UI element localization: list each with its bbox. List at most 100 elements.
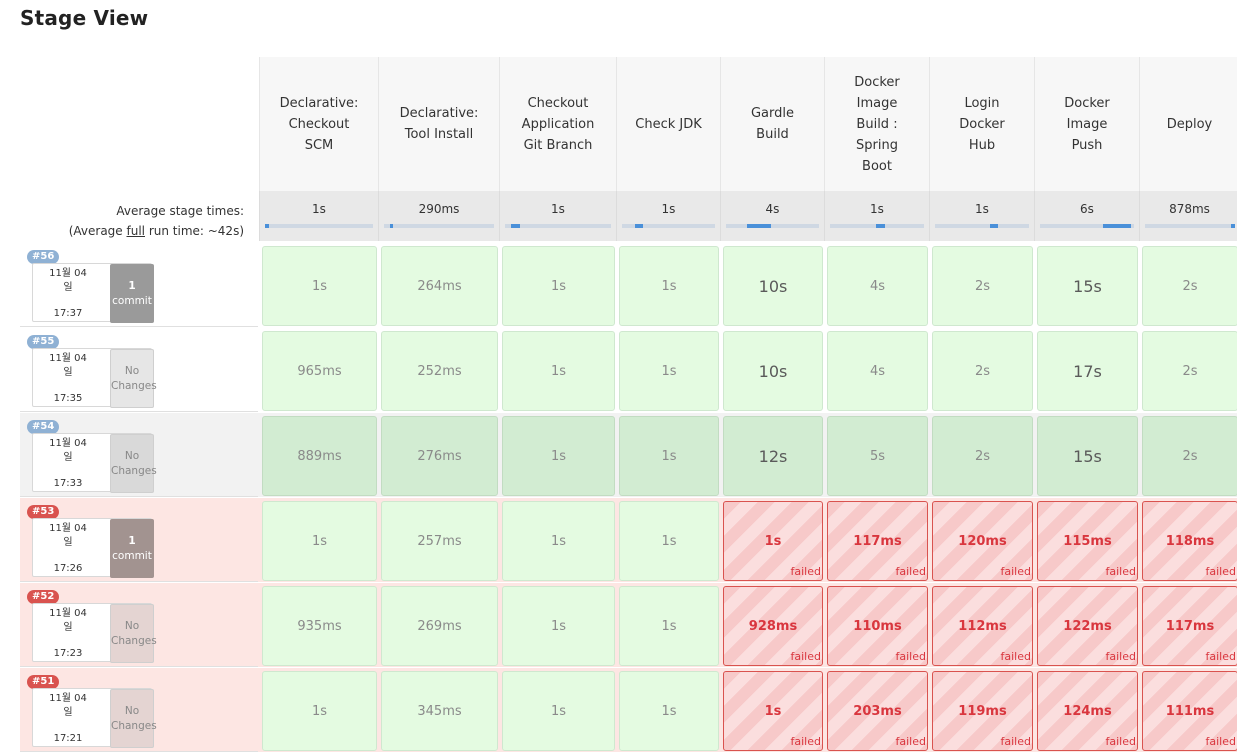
failed-label: failed [1205,565,1236,578]
stage-cell[interactable]: 112ms failed [932,586,1033,666]
stage-cell[interactable]: 122ms failed [1037,586,1138,666]
avg-time-cell-5: 1s [824,191,929,241]
stage-cell[interactable]: 110ms failed [827,586,928,666]
stage-cell[interactable]: 1s failed [723,501,823,581]
build-number-badge[interactable]: #52 [27,590,60,604]
stage-cell[interactable]: 117ms failed [827,501,928,581]
stage-cell[interactable]: 2s [932,246,1033,326]
stage-duration: 264ms [417,278,462,294]
build-number-badge[interactable]: #51 [27,675,60,689]
stage-cell[interactable]: 15s [1037,416,1138,496]
build-date-box: 11월 04 일 17:23 No Changes [32,603,157,663]
stage-duration: 1s [550,448,567,464]
stage-cell[interactable]: 4s [827,246,928,326]
commit-count-button[interactable]: 1 commit [110,264,154,323]
stage-duration: 115ms [1063,533,1112,549]
stage-cell[interactable]: 5s [827,416,928,496]
stage-cell[interactable]: 120ms failed [932,501,1033,581]
avg-time-value: 290ms [418,202,460,216]
avg-time-bar-track [1040,224,1134,228]
build-date: 11월 04 일 [37,522,99,550]
avg-time-cell-7: 6s [1034,191,1139,241]
stage-cell[interactable]: 1s [502,416,615,496]
commit-count-button[interactable]: 1 commit [110,519,154,578]
failed-label: failed [1000,650,1031,663]
stage-cell[interactable]: 10s [723,246,823,326]
build-number-badge[interactable]: #54 [27,420,60,434]
stage-cell[interactable]: 117ms failed [1142,586,1237,666]
stage-cell[interactable]: 10s [723,331,823,411]
stage-duration: 4s [869,363,886,379]
stage-cell[interactable]: 12s [723,416,823,496]
stage-cell[interactable]: 1s [619,586,719,666]
build-date-line: 11월 04 [49,523,87,534]
avg-time-cell-8: 878ms [1139,191,1237,241]
stage-duration: 2s [1182,448,1198,464]
stage-cell[interactable]: 111ms failed [1142,671,1237,751]
stage-cell[interactable]: 1s [619,246,719,326]
stage-name-line: Build : [856,116,898,132]
stage-cell[interactable]: 124ms failed [1037,671,1138,751]
stage-cell[interactable]: 965ms [262,331,377,411]
failed-label: failed [1105,735,1136,748]
stage-duration: 1s [661,618,677,634]
build-number-badge[interactable]: #55 [27,335,60,349]
stage-cell[interactable]: 2s [932,416,1033,496]
stage-cell[interactable]: 1s [502,501,615,581]
stage-duration: 1s [661,703,677,719]
full-run-link[interactable]: full [126,224,146,238]
stage-cell[interactable]: 264ms [381,246,498,326]
stage-cell[interactable]: 118ms failed [1142,501,1237,581]
stage-cell[interactable]: 2s [932,331,1033,411]
stage-cell[interactable]: 276ms [381,416,498,496]
avg-time-bar-track [830,224,924,228]
stage-duration: 345ms [417,703,462,719]
stage-cell[interactable]: 935ms [262,586,377,666]
build-date-line: 11월 04 [49,608,87,619]
build-time: 17:23 [53,648,83,659]
stage-name-line: Checkout [527,95,589,111]
stage-cell[interactable]: 1s [262,501,377,581]
stage-name-line: Application [521,116,595,132]
build-number-badge[interactable]: #53 [27,505,60,519]
stage-cell[interactable]: 2s [1142,246,1237,326]
changes-text: No [124,364,140,377]
stage-duration: 1s [550,533,567,549]
stage-cell[interactable]: 257ms [381,501,498,581]
stage-cell[interactable]: 1s [619,501,719,581]
stage-cell[interactable]: 17s [1037,331,1138,411]
stage-cell[interactable]: 928ms failed [723,586,823,666]
stage-name-line: Build [756,127,789,142]
stage-cell[interactable]: 1s [502,246,615,326]
failed-label: failed [895,565,926,578]
stage-cell[interactable]: 345ms [381,671,498,751]
stage-cell[interactable]: 203ms failed [827,671,928,751]
stage-cell[interactable]: 1s [502,671,615,751]
stage-duration: 1s [661,363,677,379]
stage-cell[interactable]: 1s [619,671,719,751]
stage-cell[interactable]: 1s [502,331,615,411]
avg-time-value: 4s [765,202,780,216]
stage-cell[interactable]: 2s [1142,416,1237,496]
stage-cell[interactable]: 1s [262,246,377,326]
stage-duration: 1s [550,703,567,719]
stage-cell[interactable]: 1s [502,586,615,666]
build-info: #51 11월 04 일 17:21 No Changes [20,668,258,752]
stage-cell[interactable]: 2s [1142,331,1237,411]
stage-cell[interactable]: 889ms [262,416,377,496]
stage-duration: 15s [1073,276,1102,296]
changes-text: Changes [111,464,157,477]
stage-cell[interactable]: 269ms [381,586,498,666]
build-number-badge[interactable]: #56 [27,250,60,264]
stage-cell[interactable]: 252ms [381,331,498,411]
stage-cell[interactable]: 15s [1037,246,1138,326]
stage-cell[interactable]: 1s [619,331,719,411]
stage-cell[interactable]: 1s [619,416,719,496]
failed-label: failed [1105,650,1136,663]
stage-cell[interactable]: 1s failed [723,671,823,751]
avg-time-bar-fill [747,224,771,228]
stage-cell[interactable]: 115ms failed [1037,501,1138,581]
stage-cell[interactable]: 119ms failed [932,671,1033,751]
stage-cell[interactable]: 1s [262,671,377,751]
stage-cell[interactable]: 4s [827,331,928,411]
